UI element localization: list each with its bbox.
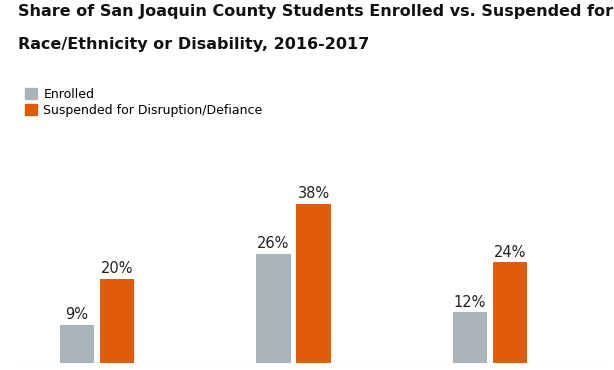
Bar <box>256 254 290 363</box>
Text: Race/Ethnicity or Disability, 2016-2017: Race/Ethnicity or Disability, 2016-2017 <box>18 37 370 52</box>
Bar <box>493 262 527 363</box>
Text: 26%: 26% <box>257 236 290 251</box>
Bar <box>453 312 487 363</box>
Text: 24%: 24% <box>494 245 526 260</box>
Text: 20%: 20% <box>101 262 133 276</box>
Text: 12%: 12% <box>454 295 486 310</box>
Bar <box>60 325 94 363</box>
Text: 9%: 9% <box>65 307 88 322</box>
Bar <box>297 204 331 363</box>
Text: Share of San Joaquin County Students Enrolled vs. Suspended for Defiance by: Share of San Joaquin County Students Enr… <box>18 4 614 19</box>
Bar <box>100 279 134 363</box>
Text: 38%: 38% <box>298 186 330 201</box>
Legend: Enrolled, Suspended for Disruption/Defiance: Enrolled, Suspended for Disruption/Defia… <box>25 88 263 117</box>
